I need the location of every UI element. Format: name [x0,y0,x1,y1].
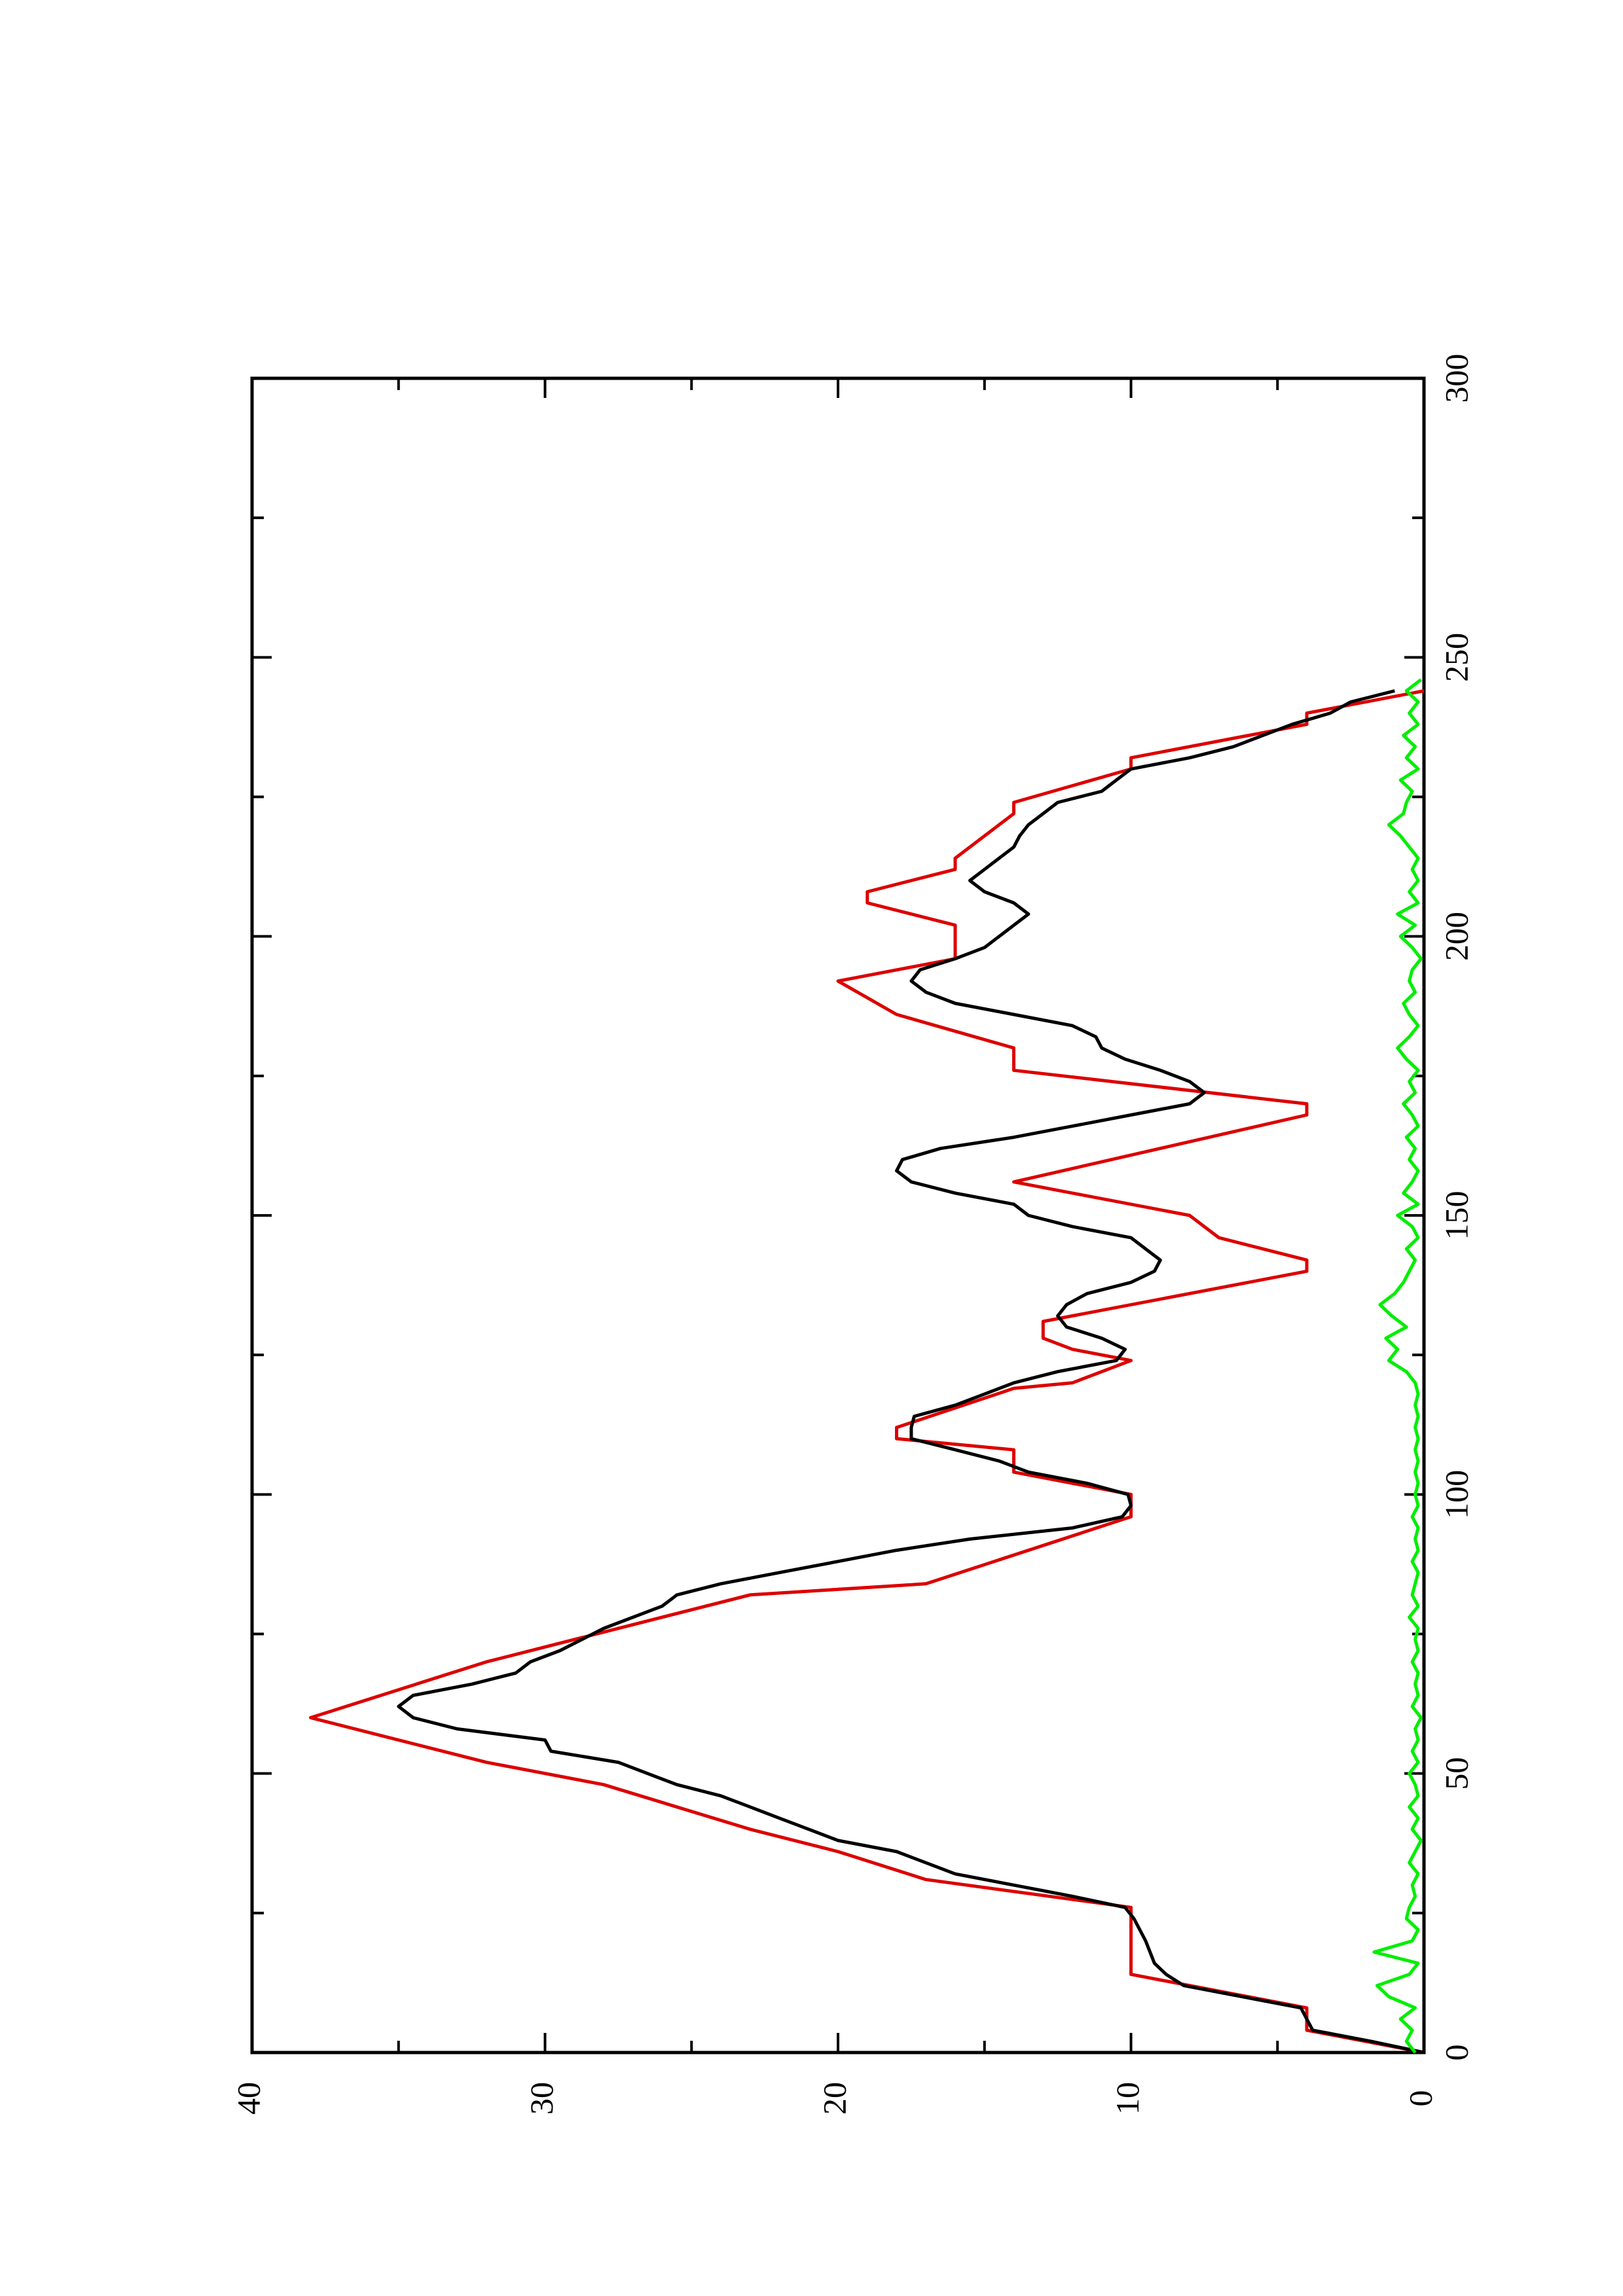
series-green-line [1372,678,1423,2054]
x-tick-label: 200 [1438,912,1474,961]
x-tick-label: 250 [1438,633,1474,682]
x-tick-label: 150 [1438,1191,1474,1240]
y-tick-label: 0 [1402,2090,1438,2107]
tick-marks [251,377,1425,2054]
x-tick-label: 300 [1438,354,1474,403]
series-red-line [309,689,1425,2054]
y-tick-label: 20 [816,2082,852,2115]
y-tick-label: 10 [1109,2082,1146,2115]
plot-frame [250,376,1426,2054]
y-tick-label: 30 [523,2082,560,2115]
data-series [309,678,1425,2054]
x-tick-label: 0 [1438,2045,1474,2061]
x-tick-label: 50 [1438,1757,1474,1790]
series-black-line [397,689,1425,2054]
tick-labels: 0 50 100 150 200 250 300 0 10 20 30 40 [230,354,1474,2115]
y-tick-label: 40 [230,2082,266,2115]
x-tick-label: 100 [1438,1470,1474,1519]
